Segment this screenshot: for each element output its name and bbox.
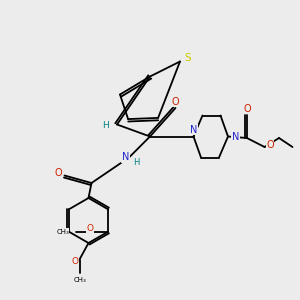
Text: O: O bbox=[172, 97, 179, 107]
Text: O: O bbox=[55, 167, 62, 178]
Text: N: N bbox=[122, 152, 129, 163]
Text: H: H bbox=[102, 122, 108, 130]
Text: S: S bbox=[184, 53, 191, 64]
Text: CH₃: CH₃ bbox=[56, 229, 69, 235]
Text: O: O bbox=[266, 140, 274, 151]
Text: O: O bbox=[71, 256, 79, 266]
Text: H: H bbox=[133, 158, 140, 167]
Text: N: N bbox=[232, 131, 239, 142]
Text: N: N bbox=[190, 125, 197, 135]
Text: O: O bbox=[86, 224, 94, 233]
Text: O: O bbox=[243, 103, 251, 114]
Text: CH₃: CH₃ bbox=[73, 278, 86, 284]
